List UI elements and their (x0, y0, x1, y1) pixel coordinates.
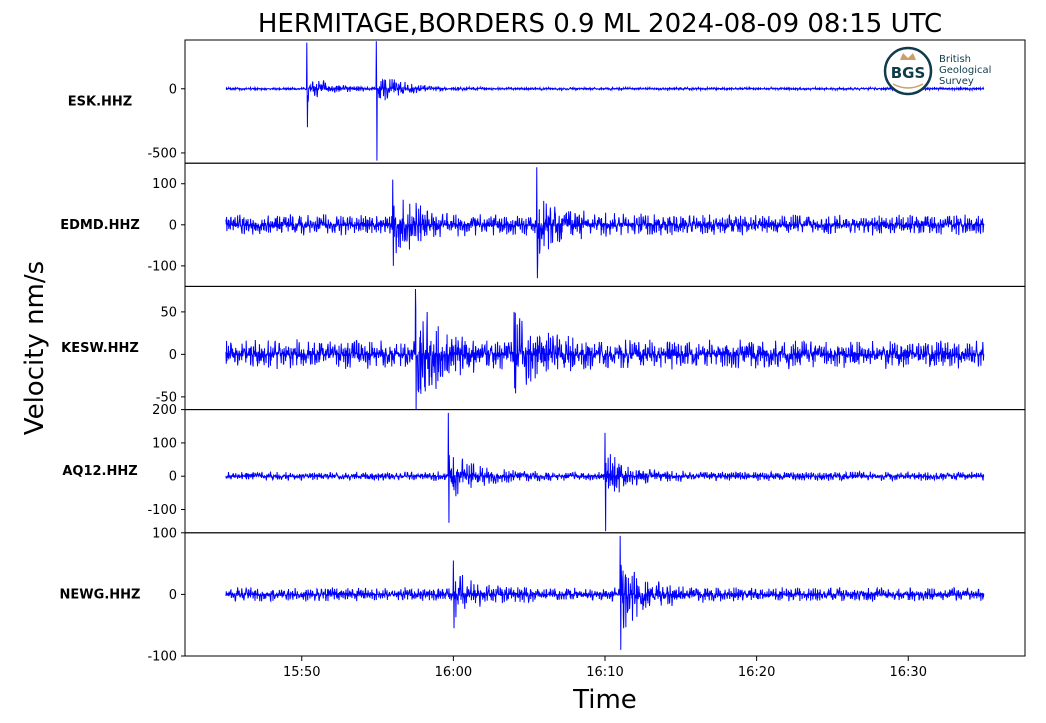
station-label: AQ12.HHZ (62, 464, 137, 479)
x-tick-label: 15:50 (283, 665, 320, 680)
y-tick-label: -100 (147, 259, 177, 274)
y-tick-label: 0 (169, 218, 177, 233)
waveform-trace (225, 41, 985, 161)
x-tick-label: 16:10 (586, 665, 623, 680)
station-label: EDMD.HHZ (60, 218, 140, 233)
x-axis-label: Time (572, 685, 637, 715)
logo-abbr: BGS (891, 64, 926, 82)
station-label: NEWG.HHZ (60, 587, 141, 602)
y-tick-label: 100 (152, 526, 177, 541)
x-tick-label: 16:30 (890, 665, 927, 680)
panel-newg-hhz: 100 0 -100 NEWG.HHZ (60, 526, 1026, 665)
y-tick-label: 100 (152, 436, 177, 451)
y-tick-label: -50 (156, 390, 177, 405)
waveform-trace (225, 288, 985, 410)
x-tick-label: 16:00 (435, 665, 472, 680)
logo-text-line: Geological (939, 65, 991, 76)
station-label: KESW.HHZ (61, 341, 139, 356)
panel-aq12-hhz: 200 100 0 -100 AQ12.HHZ (62, 403, 1026, 534)
logo-ring (883, 46, 933, 96)
crown-icon (900, 53, 916, 60)
y-tick-label: 0 (169, 588, 177, 603)
y-tick-label: 0 (169, 348, 177, 363)
x-axis: 15:50 16:00 16:10 16:20 16:30 (283, 656, 927, 680)
waveform-trace (225, 412, 985, 532)
logo-text-line: Survey (939, 76, 974, 87)
panel-kesw-hhz: 50 0 -50 KESW.HHZ (61, 285, 1026, 411)
logo-text-line: British (939, 54, 971, 65)
y-tick-label: 50 (160, 305, 177, 320)
panels: 0 -500 ESK.HHZ 100 0 -100 EDMD.HHZ 50 0 -50 KESW.H… (60, 39, 1026, 665)
y-tick-label: -100 (147, 503, 177, 518)
x-tick-label: 16:20 (738, 665, 775, 680)
y-tick-label: 0 (169, 470, 177, 485)
waveform-trace (225, 535, 985, 650)
station-label: ESK.HHZ (68, 95, 132, 110)
logo-wave (892, 83, 924, 89)
panel-edmd-hhz: 100 0 -100 EDMD.HHZ (60, 162, 1026, 287)
panel-frame (184, 285, 1026, 411)
y-tick-label: -500 (147, 146, 177, 161)
y-axis-label: Velocity nm/s (20, 261, 50, 435)
waveform-trace (225, 167, 985, 279)
y-tick-label: 100 (152, 177, 177, 192)
chart-title: HERMITAGE,BORDERS 0.9 ML 2024-08-09 08:1… (258, 9, 942, 39)
y-tick-label: -100 (147, 650, 177, 665)
y-tick-label: 200 (152, 403, 177, 418)
y-tick-label: 0 (169, 82, 177, 97)
panel-esk-hhz: 0 -500 ESK.HHZ (68, 39, 1026, 164)
